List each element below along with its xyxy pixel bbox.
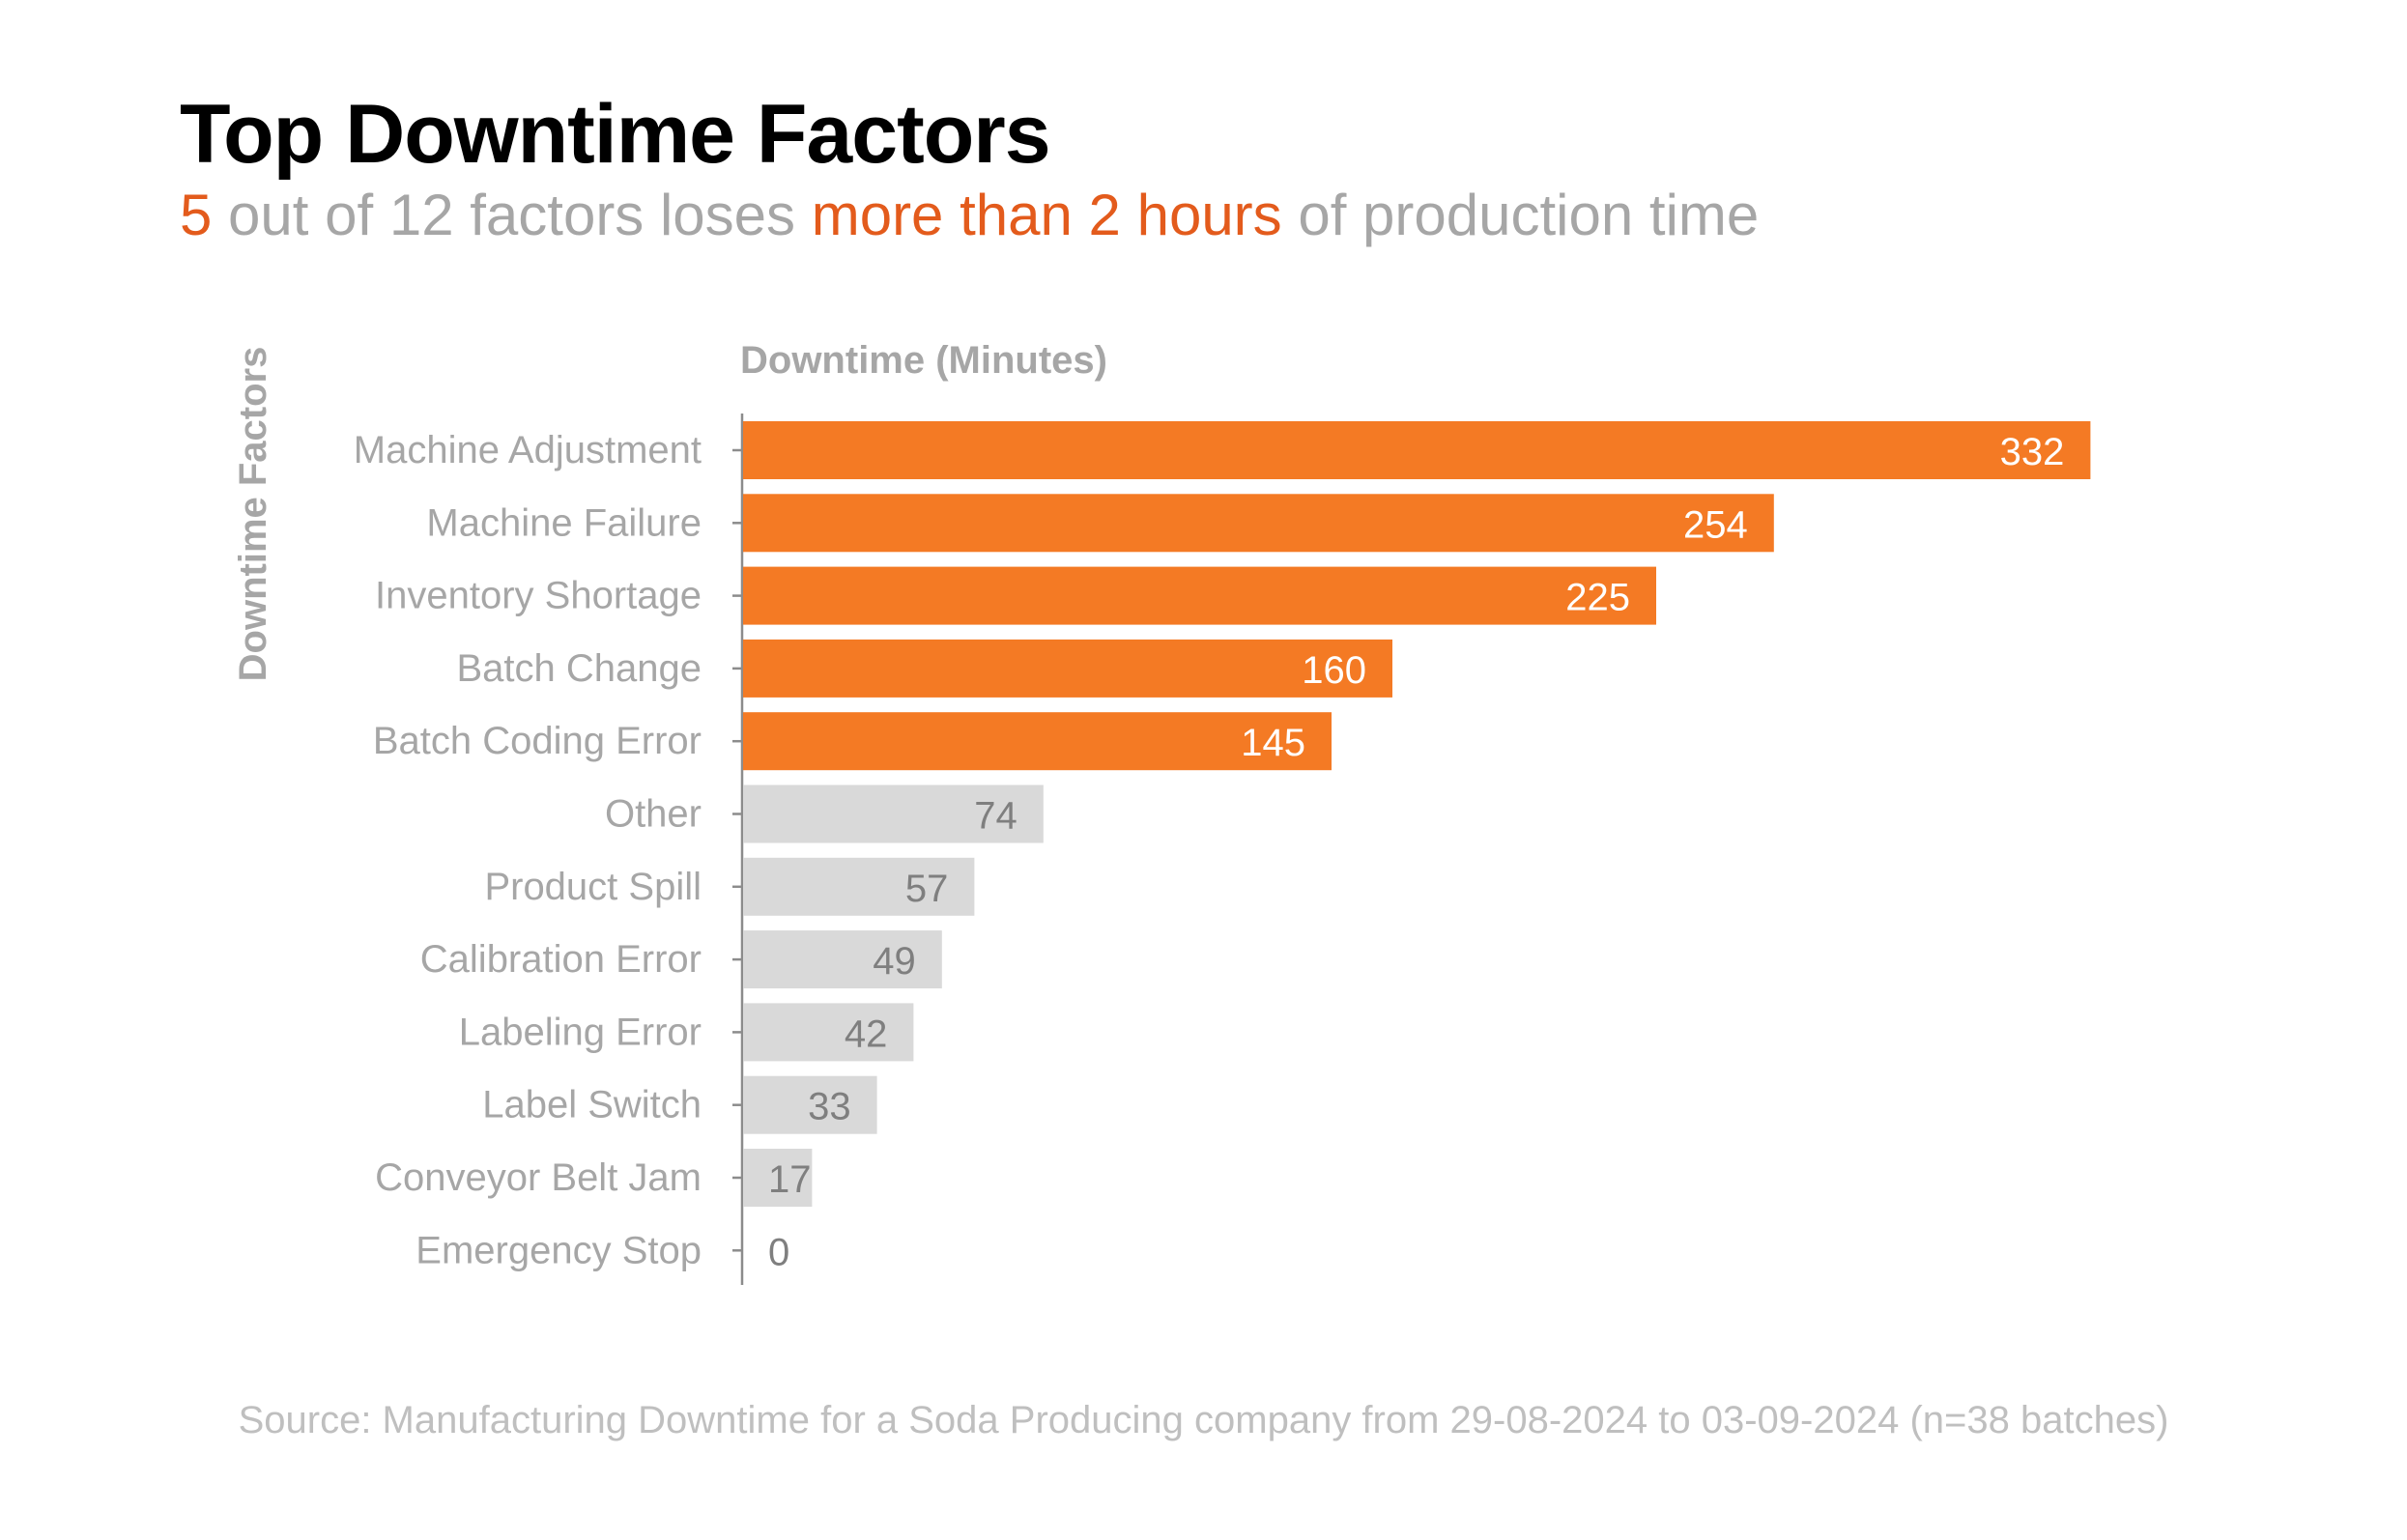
y-axis-title: Downtime Factors (232, 347, 274, 682)
category-label: Inventory Shortage (375, 575, 702, 617)
category-label: Machine Failure (426, 501, 702, 544)
value-label: 254 (1683, 503, 1748, 546)
bar (743, 784, 1044, 843)
bar (743, 566, 1656, 625)
bar (743, 1149, 813, 1207)
value-label: 332 (2000, 431, 2065, 473)
bar (743, 639, 1392, 698)
bar (743, 930, 942, 989)
category-label: Product Spill (484, 866, 702, 908)
chart-subtitle: 5 out of 12 factors loses more than 2 ho… (180, 182, 1759, 248)
x-axis-title: Downtime (Minutes) (740, 339, 1107, 382)
category-label: Calibration Error (420, 938, 702, 981)
bar (743, 1075, 877, 1134)
value-label: 33 (808, 1086, 851, 1128)
bar (743, 857, 975, 916)
category-label: Label Switch (482, 1084, 702, 1126)
value-label: 74 (974, 795, 1017, 838)
category-label: Labeling Error (459, 1011, 702, 1053)
category-label: Emergency Stop (415, 1229, 702, 1271)
value-label: 57 (905, 868, 949, 910)
value-label: 225 (1565, 577, 1630, 619)
source-note: Source: Manufacturing Downtime for a Sod… (238, 1399, 2169, 1441)
value-label: 42 (845, 1012, 888, 1055)
bar (743, 494, 1774, 553)
bar (743, 421, 2091, 479)
subtitle-count: 5 (180, 183, 213, 247)
subtitle-text-2: of production time (1281, 183, 1760, 247)
bar (743, 1003, 914, 1062)
category-label: Machine Adjustment (354, 429, 702, 471)
chart-title: Top Downtime Factors (180, 88, 1051, 181)
category-label: Conveyor Belt Jam (375, 1156, 702, 1199)
value-label: 145 (1241, 722, 1305, 764)
value-label: 17 (768, 1158, 812, 1201)
category-label: Batch Change (456, 647, 702, 690)
value-label: 160 (1302, 649, 1366, 692)
bars-group: Machine Adjustment 332 Machine Failure 254 I… (354, 421, 2091, 1273)
subtitle-highlight: more than 2 hours (811, 183, 1282, 247)
category-label: Batch Coding Error (373, 720, 702, 762)
value-label: 0 (768, 1231, 789, 1273)
subtitle-text-1: out of 12 factors loses (212, 183, 812, 247)
value-label: 49 (873, 940, 916, 983)
category-label: Other (605, 793, 702, 836)
bar (743, 712, 1332, 771)
